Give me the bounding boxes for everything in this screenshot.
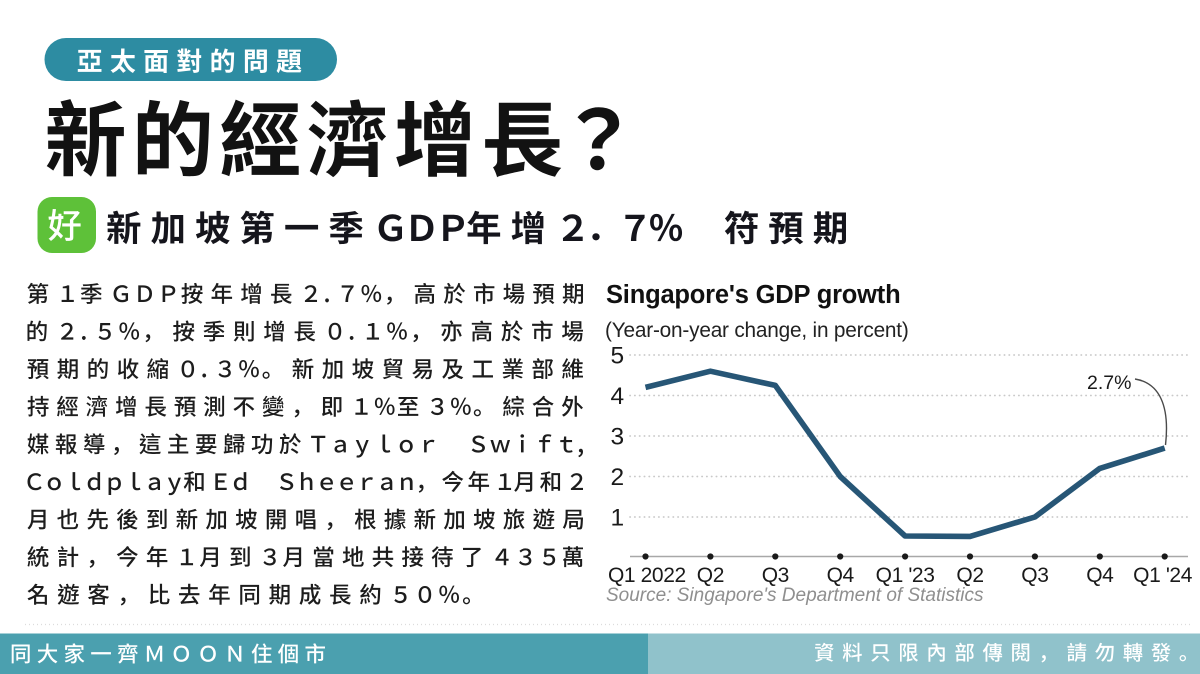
svg-text:Q4: Q4 bbox=[1086, 564, 1114, 587]
svg-text:Q4: Q4 bbox=[827, 564, 855, 587]
svg-text:4: 4 bbox=[611, 383, 625, 410]
svg-text:(Year-on-year change, in perce: (Year-on-year change, in percent) bbox=[605, 319, 909, 342]
svg-text:5: 5 bbox=[611, 343, 625, 370]
svg-text:2: 2 bbox=[611, 464, 625, 491]
svg-text:1: 1 bbox=[611, 505, 625, 532]
svg-text:Q3: Q3 bbox=[1021, 564, 1048, 587]
svg-text:Q3: Q3 bbox=[762, 564, 789, 587]
svg-text:Q1 '23: Q1 '23 bbox=[876, 564, 935, 587]
svg-text:2.7%: 2.7% bbox=[1087, 372, 1131, 394]
svg-text:3: 3 bbox=[611, 424, 625, 451]
svg-text:Q2: Q2 bbox=[956, 564, 983, 587]
svg-text:Singapore's GDP growth: Singapore's GDP growth bbox=[606, 281, 900, 309]
svg-text:Q2: Q2 bbox=[697, 564, 724, 587]
svg-text:Q1 2022: Q1 2022 bbox=[608, 564, 686, 587]
svg-text:Source: Singapore's Department: Source: Singapore's Department of Statis… bbox=[606, 585, 984, 606]
svg-text:Q1 '24: Q1 '24 bbox=[1133, 564, 1193, 587]
